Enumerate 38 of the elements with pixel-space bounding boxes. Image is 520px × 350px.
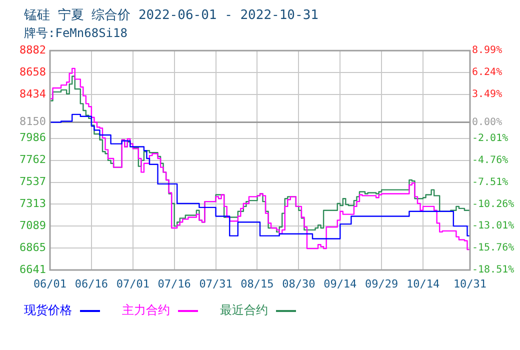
y2-tick-label: -18.51%: [472, 264, 514, 276]
y-tick-label: 8434: [20, 87, 46, 100]
legend-label: 主力合约: [122, 303, 170, 317]
y-tick-label: 8658: [20, 65, 46, 78]
x-tick-label: 06/16: [74, 277, 108, 290]
x-tick-label: 09/14: [324, 277, 358, 290]
y2-tick-label: 3.49%: [472, 89, 502, 100]
x-tick-label: 07/01: [116, 277, 150, 290]
y2-tick-label: -10.26%: [472, 198, 514, 210]
x-tick-label: 08/30: [282, 277, 316, 290]
y2-tick-label: -13.01%: [472, 220, 514, 232]
x-tick-label: 07/31: [199, 277, 232, 290]
x-tick-label: 09/29: [365, 277, 398, 290]
y-tick-label: 8882: [20, 43, 46, 56]
y2-tick-label: 6.24%: [472, 67, 502, 78]
chart-subtitle: 牌号:FeMn68Si18: [24, 25, 128, 42]
y-tick-label: 7313: [20, 197, 46, 210]
x-tick-label: 07/16: [158, 277, 191, 290]
legend-label: 最近合约: [220, 303, 268, 317]
y-tick-label: 6641: [20, 262, 46, 276]
x-tick-label: 08/15: [240, 277, 274, 290]
y2-tick-label: 8.99%: [472, 45, 502, 56]
x-tick-label: 06/01: [33, 277, 67, 290]
y2-tick-label: -7.51%: [472, 176, 508, 188]
x-tick-label: 10/14: [406, 277, 440, 290]
y-tick-label: 8150: [20, 115, 46, 128]
y2-tick-label: -2.01%: [472, 132, 508, 144]
y-tick-label: 7537: [20, 175, 46, 188]
chart-title: 锰硅 宁夏 综合价 2022-06-01 - 2022-10-31: [24, 7, 318, 24]
y2-tick-label: -4.76%: [472, 154, 508, 166]
legend-label: 现货价格: [24, 303, 72, 317]
y2-tick-label: 0.00%: [472, 116, 502, 128]
y-tick-label: 7089: [20, 219, 46, 232]
y-tick-label: 7986: [20, 131, 46, 144]
y-tick-label: 6865: [20, 240, 46, 254]
y2-tick-label: -15.76%: [472, 242, 514, 254]
y-tick-label: 7762: [20, 153, 46, 166]
x-tick-label: 10/31: [453, 277, 487, 290]
